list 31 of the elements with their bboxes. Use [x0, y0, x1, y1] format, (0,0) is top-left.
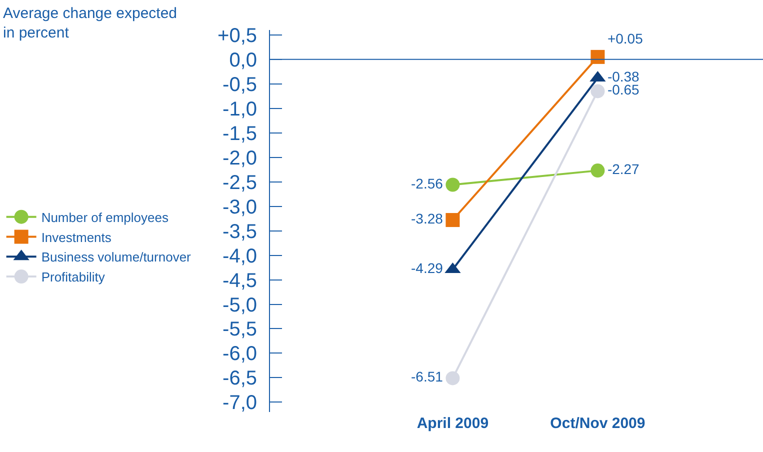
y-tick-label: -2,5 — [222, 172, 257, 194]
y-tick-label: -0,5 — [222, 74, 257, 96]
legend-label: Business volume/turnover — [41, 250, 192, 265]
y-tick-label: -4,0 — [222, 245, 257, 268]
y-tick-label: -6,0 — [222, 343, 257, 366]
y-tick-label: -3,0 — [222, 196, 257, 218]
legend-label: Investments — [41, 230, 112, 245]
y-tick-label: +0,5 — [218, 24, 257, 47]
y-axis-title: Average change expected in percent — [3, 5, 178, 42]
y-tick-label: -5,0 — [222, 294, 257, 316]
data-label: -2.27 — [607, 161, 640, 178]
legend-label: Number of employees — [41, 210, 169, 225]
y-tick-label: -4,5 — [222, 270, 257, 292]
data-label: -3.28 — [411, 210, 444, 227]
y-tick-label: -1,5 — [222, 122, 257, 145]
data-label: +0.05 — [607, 30, 644, 47]
y-tick-label: -7,0 — [222, 392, 257, 414]
data-label: -0.38 — [607, 68, 640, 84]
y-tick-label: 0,0 — [229, 49, 257, 72]
legend-label: Profitability — [41, 270, 106, 285]
data-label: -4.29 — [411, 260, 444, 276]
y-tick-label: -3,5 — [222, 220, 257, 243]
y-tick-label: -2,0 — [222, 147, 257, 170]
x-tick-label: Oct/Nov 2009 — [550, 415, 646, 432]
data-label: -6.51 — [411, 368, 444, 385]
x-tick-label: April 2009 — [416, 415, 489, 432]
data-label: -0.65 — [607, 82, 640, 98]
y-tick-label: -1,0 — [222, 98, 257, 120]
data-label: -2.56 — [411, 175, 444, 192]
y-tick-label: -5,5 — [222, 318, 257, 341]
y-tick-label: -6,5 — [222, 368, 257, 390]
